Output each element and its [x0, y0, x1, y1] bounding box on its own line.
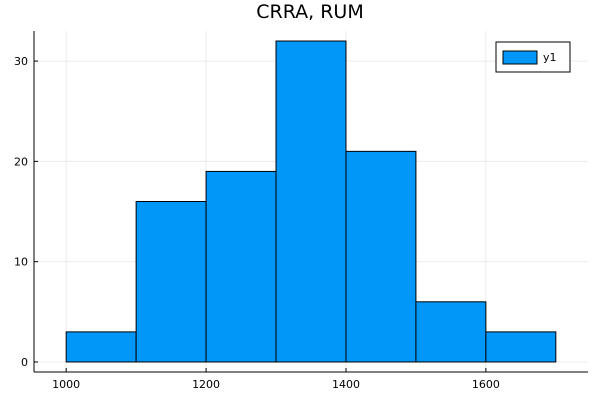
- histogram-bar: [345, 150, 417, 363]
- x-tick-label: 1600: [472, 378, 500, 391]
- axes: [33, 31, 588, 373]
- histogram-bar: [135, 201, 207, 363]
- legend: y1: [495, 41, 571, 73]
- x-tick-label: 1400: [332, 378, 360, 391]
- axis-ticks: 1000 1200 1400 1600 0 10 20 30: [14, 55, 500, 391]
- histogram-bar: [415, 301, 487, 363]
- x-tick-label: 1000: [52, 378, 80, 391]
- histogram-bar: [275, 40, 347, 363]
- chart-title: CRRA, RUM: [256, 1, 363, 23]
- y-tick-label: 30: [14, 55, 28, 68]
- histogram-bar: [65, 331, 137, 363]
- histogram-bar: [485, 331, 557, 363]
- x-tick-label: 1200: [192, 378, 220, 391]
- y-tick-label: 10: [14, 256, 28, 269]
- legend-label: y1: [543, 51, 557, 64]
- histogram-bar: [205, 170, 277, 363]
- y-tick-label: 20: [14, 155, 28, 168]
- legend-swatch: [502, 50, 538, 65]
- histogram-bars: [65, 40, 557, 363]
- y-tick-label: 0: [21, 356, 28, 369]
